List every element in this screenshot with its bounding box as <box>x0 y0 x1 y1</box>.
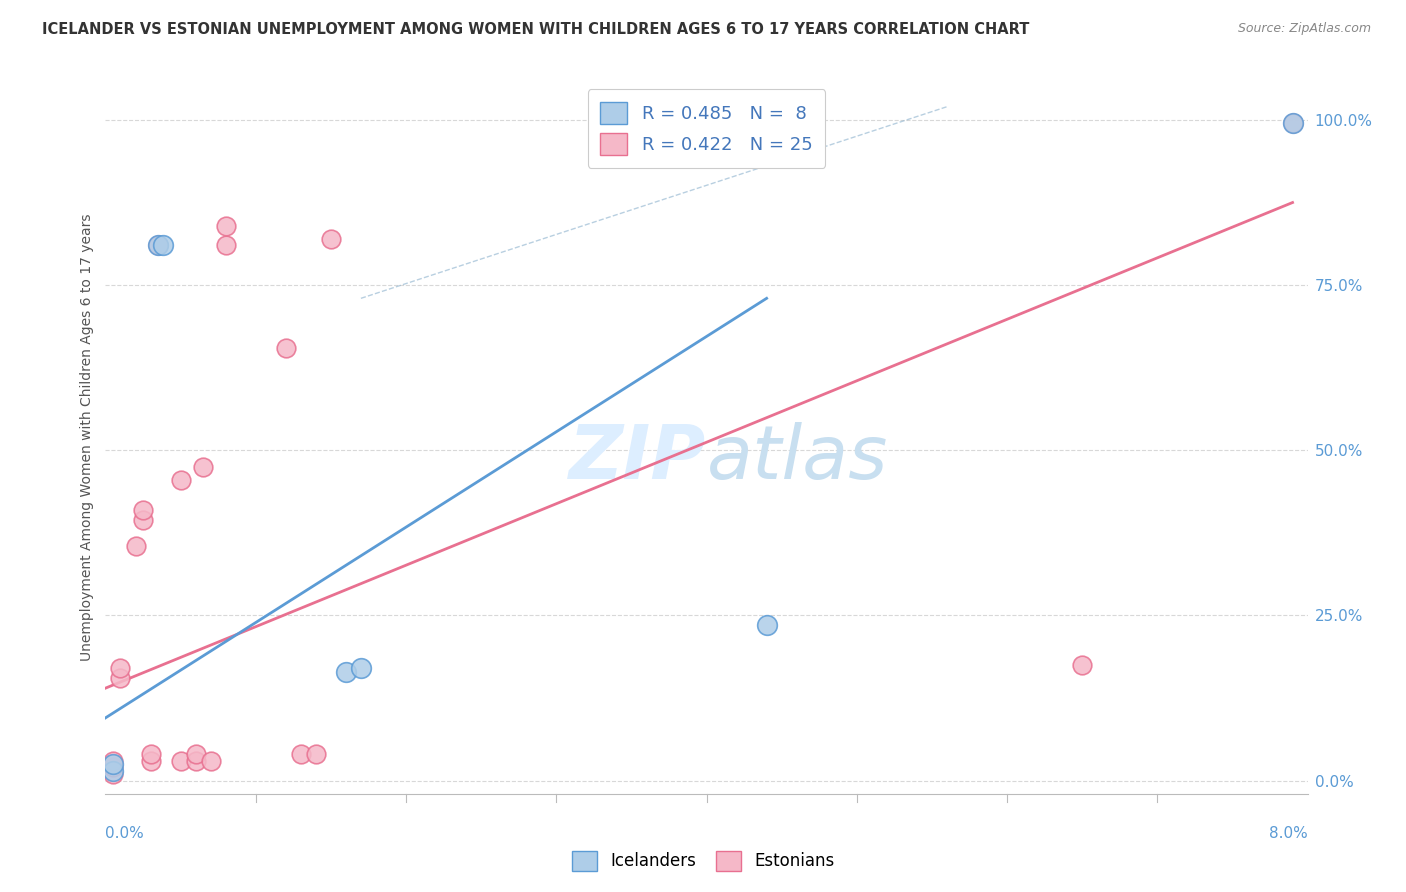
Y-axis label: Unemployment Among Women with Children Ages 6 to 17 years: Unemployment Among Women with Children A… <box>80 213 94 661</box>
Point <box>274 341 297 355</box>
Point <box>350 661 373 675</box>
Point <box>305 747 328 762</box>
Point <box>146 238 169 252</box>
Point <box>152 238 174 252</box>
Point <box>1281 116 1303 130</box>
Point <box>139 747 162 762</box>
Point <box>184 747 207 762</box>
Point <box>319 232 342 246</box>
Point <box>184 754 207 768</box>
Point <box>139 754 162 768</box>
Text: ICELANDER VS ESTONIAN UNEMPLOYMENT AMONG WOMEN WITH CHILDREN AGES 6 TO 17 YEARS : ICELANDER VS ESTONIAN UNEMPLOYMENT AMONG… <box>42 22 1029 37</box>
Text: 8.0%: 8.0% <box>1268 826 1308 841</box>
Point <box>101 754 124 768</box>
Point <box>101 767 124 781</box>
Point <box>1281 116 1303 130</box>
Point <box>191 459 214 474</box>
Text: Source: ZipAtlas.com: Source: ZipAtlas.com <box>1237 22 1371 36</box>
Point <box>101 764 124 778</box>
Point <box>755 618 778 632</box>
Point <box>335 665 357 679</box>
Point <box>290 747 312 762</box>
Point <box>1071 658 1094 673</box>
Point <box>214 238 236 252</box>
Point <box>124 539 146 553</box>
Text: 0.0%: 0.0% <box>105 826 145 841</box>
Legend: Icelanders, Estonians: Icelanders, Estonians <box>564 842 842 880</box>
Point <box>101 757 124 772</box>
Point <box>132 502 155 516</box>
Point <box>146 238 169 252</box>
Text: ZIP: ZIP <box>569 422 707 495</box>
Point <box>110 671 132 685</box>
Text: atlas: atlas <box>707 423 889 494</box>
Point <box>169 473 191 487</box>
Point <box>101 760 124 774</box>
Point <box>110 661 132 675</box>
Point <box>132 513 155 527</box>
Point <box>200 754 222 768</box>
Legend: R = 0.485   N =  8, R = 0.422   N = 25: R = 0.485 N = 8, R = 0.422 N = 25 <box>588 89 825 168</box>
Point <box>214 219 236 233</box>
Point <box>169 754 191 768</box>
